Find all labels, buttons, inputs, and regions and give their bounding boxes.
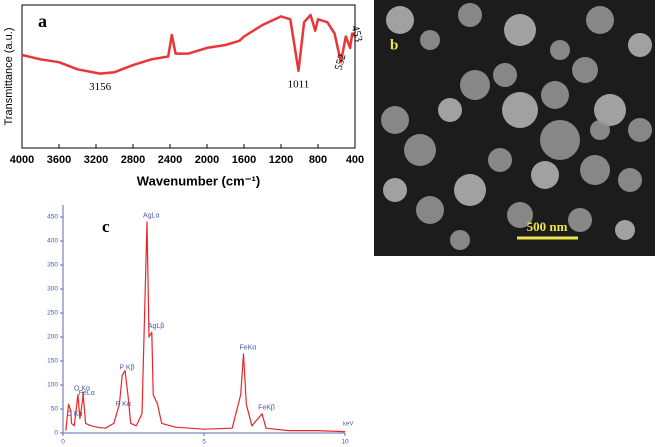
panel-label: a [38, 11, 47, 31]
particle [454, 174, 486, 206]
particle [531, 161, 559, 189]
particle [458, 3, 482, 27]
x-tick-label: 3600 [47, 154, 71, 166]
data-line [65, 221, 346, 433]
x-tick-label: 0 [61, 439, 65, 446]
particle [580, 155, 610, 185]
particle [594, 94, 626, 126]
data-line [21, 13, 356, 75]
y-tick-label: 250 [47, 310, 58, 317]
x-tick-label: 5 [202, 439, 206, 446]
peak-label: P Kα [116, 401, 131, 408]
x-tick-label: 3200 [84, 154, 108, 166]
x-tick-label: 10 [341, 439, 349, 446]
peak-label: AgLβ [148, 323, 164, 330]
peak-label: P Kβ [119, 364, 134, 371]
y-tick-label: 150 [47, 358, 58, 365]
peak-label: O Kα [74, 385, 90, 392]
x-tick-label: 2800 [121, 154, 145, 166]
panel-label: c [102, 217, 110, 236]
y-tick-label: 100 [47, 382, 58, 389]
particle [504, 14, 536, 46]
y-axis-label: Transmittance (a.u.) [3, 27, 15, 125]
particle [615, 220, 635, 240]
particle [493, 63, 517, 87]
peak-label: 552 [333, 53, 349, 72]
peak-label: AgLα [143, 213, 160, 220]
y-tick-label: 400 [47, 238, 58, 245]
peak-label: FeKβ [258, 405, 275, 412]
particle [386, 6, 414, 34]
x-tick-label: 1200 [269, 154, 293, 166]
scale-bar-label: 500 nm [527, 219, 568, 234]
y-tick-label: 50 [51, 406, 59, 413]
particle [488, 148, 512, 172]
x-tick-label: 2400 [158, 154, 182, 166]
peak-label: 1011 [288, 78, 310, 90]
y-tick-label: 450 [47, 214, 58, 221]
particle [381, 106, 409, 134]
particle [460, 70, 490, 100]
y-tick-label: 0 [54, 430, 58, 437]
particle [618, 168, 642, 192]
y-tick-label: 300 [47, 286, 58, 293]
peak-label: 453 [349, 24, 365, 44]
x-tick-label: 4000 [10, 154, 34, 166]
particle [416, 196, 444, 224]
x-tick-label: 800 [309, 154, 327, 166]
particle [586, 6, 614, 34]
particle [420, 30, 440, 50]
particle [541, 81, 569, 109]
particle [550, 40, 570, 60]
particle [383, 178, 407, 202]
plot-frame [21, 4, 356, 149]
x-tick-label: 1600 [232, 154, 256, 166]
peak-label: 3156 [89, 81, 112, 93]
particle [568, 208, 592, 232]
particle [404, 134, 436, 166]
x-axis-label: Wavenumber (cm⁻¹) [137, 173, 260, 188]
particle [507, 202, 533, 228]
particle [502, 92, 538, 128]
x-tick-label: 400 [346, 154, 364, 166]
particle [590, 120, 610, 140]
peak-label: FeLα [79, 390, 95, 397]
particle [540, 120, 580, 160]
x-tick-label: 2000 [195, 154, 219, 166]
y-tick-label: 350 [47, 262, 58, 269]
x-axis-label: keV [343, 422, 353, 428]
particle [450, 230, 470, 250]
particle [628, 33, 652, 57]
particle [438, 98, 462, 122]
particle [572, 57, 598, 83]
particle [628, 118, 652, 142]
peak-label: C Kα [67, 411, 83, 418]
y-tick-label: 200 [47, 334, 58, 341]
panel-label: b [390, 37, 398, 53]
peak-label: FeKα [239, 345, 256, 352]
